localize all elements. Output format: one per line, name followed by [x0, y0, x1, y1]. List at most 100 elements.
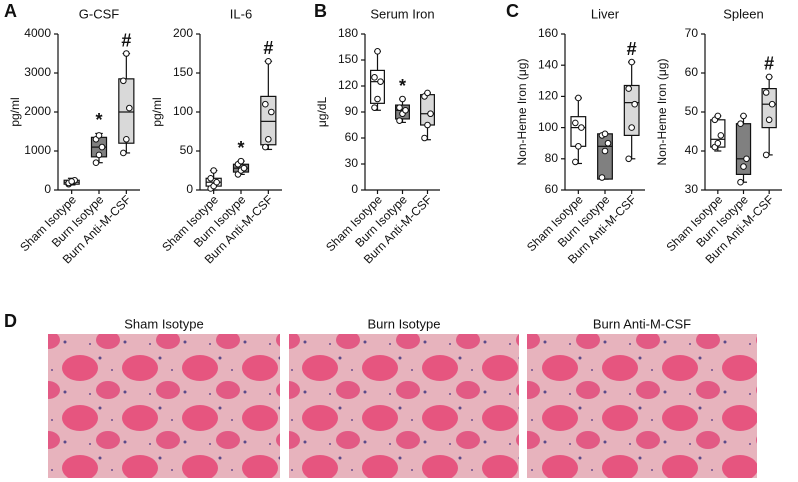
- y-tick-label: 150: [338, 52, 358, 66]
- data-point: [92, 159, 100, 166]
- data-point: [601, 130, 609, 138]
- data-point: [262, 143, 269, 151]
- y-axis-label: pg/ml: [150, 97, 164, 126]
- y-tick-label: 60: [685, 65, 699, 79]
- data-point: [740, 112, 747, 120]
- y-tick-label: 70: [685, 26, 699, 40]
- significance-mark: #: [121, 30, 131, 50]
- chart-title: Serum Iron: [370, 6, 434, 21]
- y-tick-label: 90: [345, 104, 359, 118]
- data-point: [737, 120, 744, 127]
- y-tick-label: 140: [538, 57, 558, 71]
- data-point: [399, 95, 406, 103]
- micrograph: [289, 334, 519, 478]
- y-tick-label: 150: [173, 65, 193, 79]
- y-tick-label: 40: [685, 143, 699, 157]
- data-point: [578, 124, 585, 131]
- micrograph-title: Burn Anti-M-CSF: [593, 316, 691, 331]
- data-point: [377, 78, 384, 85]
- data-point: [68, 178, 75, 185]
- y-axis-label: μg/dL: [315, 97, 329, 128]
- significance-mark: #: [764, 54, 774, 74]
- data-point: [207, 175, 214, 182]
- data-point: [374, 95, 381, 103]
- box: [118, 78, 135, 144]
- y-tick-label: 50: [180, 143, 194, 157]
- data-point: [213, 178, 220, 186]
- data-point: [268, 108, 275, 116]
- data-point: [765, 73, 773, 81]
- data-point: [210, 167, 217, 174]
- micrograph: [527, 334, 757, 478]
- y-tick-label: 80: [545, 151, 559, 165]
- y-tick-label: 60: [545, 182, 559, 196]
- data-point: [98, 143, 106, 151]
- data-point: [575, 143, 582, 150]
- data-point: [371, 104, 378, 111]
- data-point: [402, 106, 409, 114]
- box: [623, 84, 640, 137]
- y-tick-label: 200: [173, 26, 193, 40]
- data-point: [424, 89, 431, 97]
- chart-title: G-CSF: [79, 6, 120, 21]
- data-point: [262, 100, 269, 108]
- y-tick-label: 120: [338, 78, 358, 92]
- data-point: [572, 158, 579, 166]
- micrograph-title: Burn Isotype: [368, 316, 441, 331]
- data-point: [95, 151, 103, 159]
- data-point: [604, 139, 612, 147]
- data-point: [265, 136, 272, 143]
- data-point: [427, 110, 434, 118]
- data-point: [598, 174, 606, 181]
- data-point: [575, 94, 582, 102]
- data-point: [123, 136, 130, 143]
- y-tick-label: 180: [338, 26, 358, 40]
- data-point: [95, 132, 103, 139]
- chart-title: Spleen: [723, 6, 763, 21]
- data-point: [240, 164, 248, 172]
- data-point: [737, 178, 744, 186]
- y-tick-label: 0: [44, 182, 51, 196]
- data-point: [120, 77, 127, 85]
- box: [597, 133, 613, 180]
- data-point: [762, 151, 770, 159]
- box: [761, 87, 777, 129]
- y-tick-label: 30: [345, 156, 359, 170]
- data-point: [265, 58, 272, 65]
- y-tick-label: 0: [186, 182, 193, 196]
- y-tick-label: 1000: [24, 143, 51, 157]
- y-axis-label: Non-Heme Iron (μg): [515, 59, 529, 166]
- y-tick-label: 100: [538, 120, 558, 134]
- significance-mark: #: [627, 39, 637, 59]
- data-point: [126, 104, 133, 112]
- data-point: [120, 149, 127, 157]
- panel-label: B: [314, 1, 327, 21]
- y-axis-label: Non-Heme Iron (μg): [655, 59, 669, 166]
- data-point: [237, 157, 245, 165]
- significance-mark: #: [263, 38, 273, 58]
- data-point: [740, 163, 747, 170]
- data-point: [631, 100, 638, 108]
- panel-label: A: [4, 1, 17, 21]
- significance-mark: *: [95, 110, 102, 130]
- micrograph-title: Sham Isotype: [124, 316, 204, 331]
- data-point: [421, 134, 428, 142]
- data-point: [625, 85, 632, 92]
- data-point: [717, 132, 725, 139]
- panel-label: D: [4, 311, 17, 331]
- y-tick-label: 160: [538, 26, 558, 40]
- box: [260, 95, 277, 146]
- y-axis-label: pg/ml: [8, 97, 22, 126]
- y-tick-label: 60: [345, 130, 359, 144]
- data-point: [714, 112, 722, 120]
- data-point: [396, 104, 403, 111]
- data-point: [396, 117, 403, 124]
- micrograph: [48, 334, 280, 478]
- data-point: [374, 48, 381, 55]
- data-point: [628, 124, 635, 131]
- data-point: [601, 147, 609, 155]
- panel-label: C: [506, 1, 519, 21]
- data-point: [628, 58, 635, 66]
- y-tick-label: 120: [538, 89, 558, 103]
